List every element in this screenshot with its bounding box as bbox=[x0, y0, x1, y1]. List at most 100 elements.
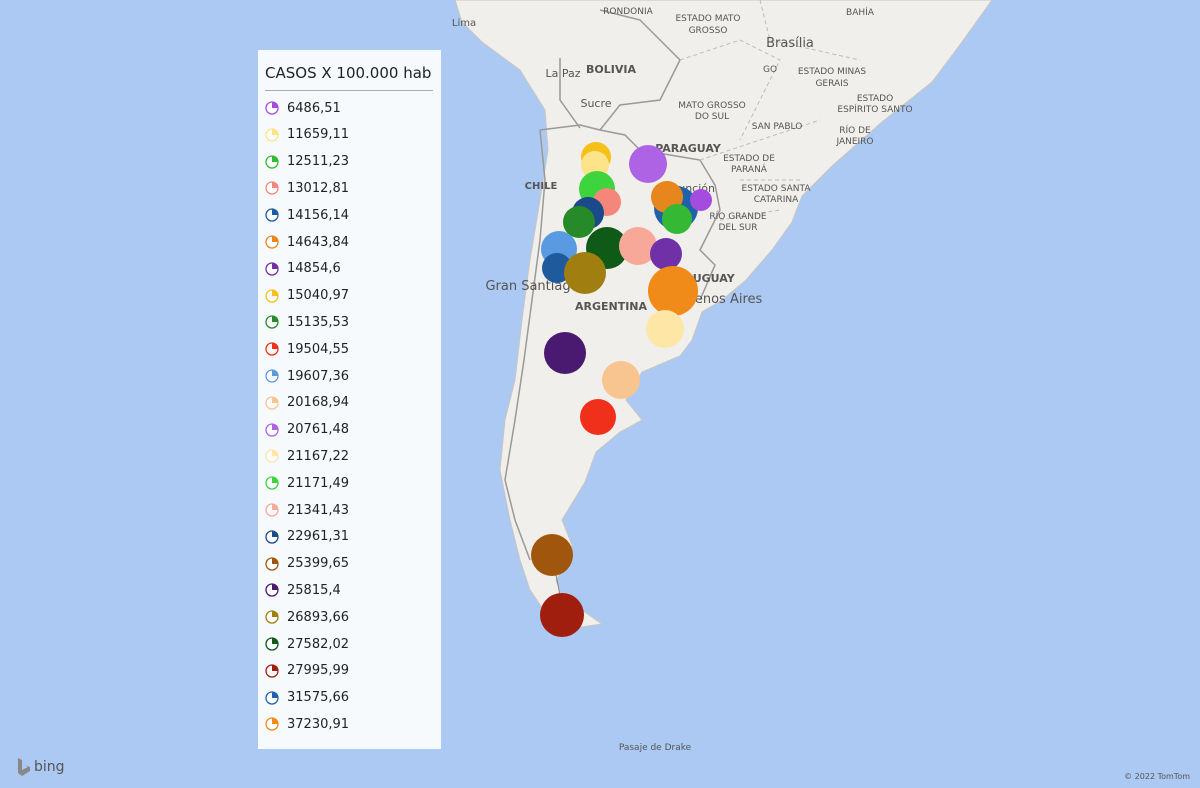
legend-icon-slice bbox=[272, 343, 278, 350]
map-label: PARANÁ bbox=[731, 163, 768, 175]
legend-icon bbox=[265, 476, 279, 490]
legend-icon bbox=[265, 610, 279, 624]
legend-label: 21341,43 bbox=[287, 502, 350, 518]
copyright: © 2022 TomTom bbox=[1124, 772, 1190, 781]
map-label: DEL SUR bbox=[718, 223, 757, 233]
map-label: BAHÍA bbox=[846, 6, 875, 18]
legend-icon bbox=[265, 235, 279, 249]
legend-label: 14854,6 bbox=[287, 261, 341, 277]
legend-title: CASOS X 100.000 hab bbox=[265, 64, 432, 82]
state-border bbox=[679, 0, 861, 221]
legend-icon bbox=[265, 583, 279, 598]
legend-label: 15040,97 bbox=[287, 288, 350, 304]
legend-label: 27582,02 bbox=[287, 636, 350, 652]
legend-label: 11659,11 bbox=[287, 127, 350, 143]
legend-icon bbox=[265, 128, 279, 142]
legend-icon bbox=[265, 154, 279, 169]
legend-label: 19504,55 bbox=[287, 341, 350, 357]
bubble bbox=[690, 189, 712, 211]
map-label: ESTADO bbox=[857, 94, 893, 104]
map-label: Buenos Aires bbox=[678, 292, 763, 307]
legend-label: 15135,53 bbox=[287, 314, 350, 330]
legend-item: 26893,66 bbox=[265, 607, 349, 627]
legend-icon bbox=[265, 101, 279, 115]
map-label: Pasaje de Drake bbox=[619, 743, 692, 753]
map-label: CATARINA bbox=[754, 195, 799, 205]
map-label: GERAIS bbox=[815, 79, 848, 89]
legend-icon-slice bbox=[272, 182, 278, 189]
legend-item: 12511,23 bbox=[265, 152, 349, 172]
bubble bbox=[648, 266, 698, 316]
map-label: RÍO DE bbox=[839, 124, 871, 136]
legend-item: 37230,91 bbox=[265, 714, 349, 734]
map-label: ESTADO MATO bbox=[675, 14, 740, 24]
legend-item: 20761,48 bbox=[265, 420, 349, 440]
bubble bbox=[563, 206, 595, 238]
map-label: CHILE bbox=[525, 181, 558, 192]
legend-label: 20168,94 bbox=[287, 395, 350, 411]
legend-icon bbox=[265, 181, 279, 196]
legend-icon-slice bbox=[272, 316, 278, 323]
legend-label: 31575,66 bbox=[287, 690, 350, 706]
bubble bbox=[564, 252, 606, 294]
bubble bbox=[619, 227, 657, 265]
map-label: BOLIVIA bbox=[586, 63, 636, 76]
legend-item: 14854,6 bbox=[265, 259, 341, 279]
legend-icon bbox=[265, 530, 279, 544]
map-label: GO bbox=[763, 65, 777, 75]
legend-icon-slice bbox=[272, 664, 278, 671]
legend-icon-slice bbox=[272, 236, 278, 242]
legend-icon-slice bbox=[272, 557, 278, 564]
legend-icon-slice bbox=[272, 584, 278, 591]
legend-divider bbox=[265, 90, 433, 91]
legend-label: 14156,14 bbox=[287, 207, 350, 223]
legend-icon bbox=[265, 637, 279, 651]
legend-item: 15135,53 bbox=[265, 312, 349, 332]
brand-logo: bing bbox=[34, 759, 65, 775]
legend-icon-slice bbox=[272, 611, 278, 618]
bubble bbox=[602, 361, 640, 399]
legend-icon-slice bbox=[272, 209, 278, 216]
legend-icon bbox=[265, 262, 279, 276]
legend-icon-slice bbox=[272, 370, 278, 376]
legend-label: 19607,36 bbox=[287, 368, 350, 384]
map-label: JANEIRO bbox=[835, 137, 873, 147]
legend-icon-slice bbox=[272, 128, 278, 135]
land bbox=[454, 0, 993, 629]
legend-label: 27995,99 bbox=[287, 663, 350, 679]
legend-item: 15040,97 bbox=[265, 286, 349, 306]
legend-item: 21171,49 bbox=[265, 473, 349, 493]
legend-item: 21167,22 bbox=[265, 446, 349, 466]
map-label: GROSSO bbox=[689, 26, 728, 36]
legend-icon-slice bbox=[272, 530, 278, 537]
legend-icon bbox=[265, 422, 279, 437]
legend-item: 25399,65 bbox=[265, 554, 349, 574]
legend-item: 27582,02 bbox=[265, 634, 349, 654]
map-label: ARGENTINA bbox=[575, 300, 648, 313]
legend-item: 19504,55 bbox=[265, 339, 349, 359]
legend-icon-slice bbox=[272, 691, 278, 698]
legend-icon bbox=[265, 717, 279, 732]
map-label: SAN PABLO bbox=[752, 122, 803, 132]
connector bbox=[555, 574, 561, 596]
brand-icon bbox=[18, 758, 30, 776]
legend-label: 6486,51 bbox=[287, 100, 341, 116]
legend-label: 20761,48 bbox=[287, 422, 350, 438]
bubble bbox=[580, 399, 616, 435]
legend-item: 21341,43 bbox=[265, 500, 349, 520]
legend-label: 37230,91 bbox=[287, 716, 350, 732]
legend-icon bbox=[265, 342, 279, 356]
legend-icon bbox=[265, 315, 279, 330]
legend-icon bbox=[265, 288, 279, 303]
map-label: ESTADO DE bbox=[723, 154, 775, 164]
bubble bbox=[662, 204, 692, 234]
bubble bbox=[531, 534, 573, 576]
legend: CASOS X 100.000 hab 6486,51 11659,11 12511… bbox=[258, 50, 441, 749]
map-label: DO SUL bbox=[695, 112, 729, 122]
legend-label: 12511,23 bbox=[287, 154, 350, 170]
legend-icon bbox=[265, 503, 279, 517]
map-label: Sucre bbox=[580, 97, 611, 110]
map-label: RÍO GRANDE bbox=[709, 210, 767, 222]
